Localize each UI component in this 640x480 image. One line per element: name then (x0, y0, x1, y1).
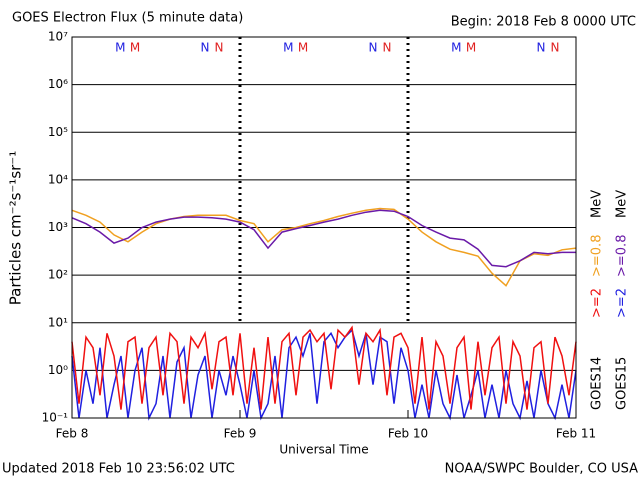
chart-title: GOES Electron Flux (5 minute data) (12, 11, 243, 26)
y-tick-label: 10² (48, 268, 68, 282)
footer-left: Updated 2018 Feb 10 23:56:02 UTC (2, 462, 235, 477)
chart-subtitle: Begin: 2018 Feb 8 0000 UTC (451, 15, 636, 30)
event-marker: N (369, 41, 378, 55)
legend-entry: >=2 (615, 288, 630, 318)
legend-entry: >=2 (590, 288, 605, 318)
y-axis-label: Particles cm⁻²s⁻¹sr⁻¹ (7, 151, 25, 305)
event-marker: M (466, 41, 476, 55)
event-marker: M (298, 41, 308, 55)
legend-entry: >=0.8 (590, 235, 605, 277)
x-tick-label: Feb 8 (56, 427, 89, 441)
y-tick-label: 10⁻¹ (42, 411, 69, 425)
y-tick-label: 10⁶ (48, 77, 68, 91)
y-tick-label: 10³ (48, 220, 68, 234)
event-marker: N (537, 41, 546, 55)
event-marker: N (551, 41, 560, 55)
x-axis-label: Universal Time (279, 443, 368, 457)
legend-unit: MeV (615, 190, 630, 218)
x-tick-label: Feb 10 (388, 427, 428, 441)
legend-entry: >=0.8 (615, 235, 630, 277)
legend-unit: MeV (590, 190, 605, 218)
legend-group: GOES14 (590, 357, 605, 410)
y-tick-label: 10⁵ (48, 125, 68, 139)
y-tick-label: 10⁷ (48, 30, 68, 44)
y-tick-label: 10¹ (48, 315, 68, 329)
series-line (71, 207, 577, 287)
x-tick-label: Feb 9 (224, 427, 257, 441)
event-marker: M (130, 41, 140, 55)
series-line (71, 328, 577, 421)
event-marker: N (215, 41, 224, 55)
event-marker: N (201, 41, 210, 55)
y-tick-label: 10⁴ (48, 172, 68, 186)
y-tick-label: 10⁰ (48, 363, 68, 377)
legend-group: GOES15 (615, 357, 630, 410)
event-marker: M (115, 41, 125, 55)
event-marker: M (451, 41, 461, 55)
event-marker: N (383, 41, 392, 55)
x-tick-label: Feb 11 (556, 427, 596, 441)
series-line (71, 209, 576, 268)
footer-right: NOAA/SWPC Boulder, CO USA (445, 462, 638, 477)
plot-frame (71, 36, 577, 419)
event-marker: M (283, 41, 293, 55)
series-line (71, 325, 577, 410)
